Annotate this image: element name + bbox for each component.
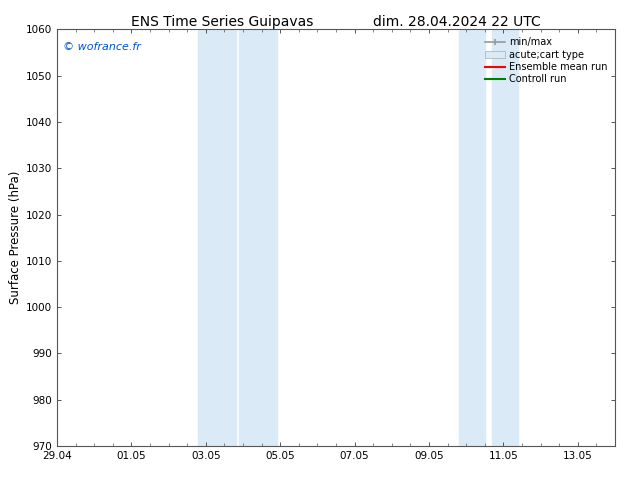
Legend: min/max, acute;cart type, Ensemble mean run, Controll run: min/max, acute;cart type, Ensemble mean … <box>482 34 610 87</box>
Text: © wofrance.fr: © wofrance.fr <box>63 42 141 52</box>
Y-axis label: Surface Pressure (hPa): Surface Pressure (hPa) <box>9 171 22 304</box>
Bar <box>492 29 518 446</box>
Text: dim. 28.04.2024 22 UTC: dim. 28.04.2024 22 UTC <box>373 15 540 29</box>
Text: ENS Time Series Guipavas: ENS Time Series Guipavas <box>131 15 313 29</box>
Bar <box>459 29 485 446</box>
Bar <box>198 29 236 446</box>
Bar <box>239 29 276 446</box>
